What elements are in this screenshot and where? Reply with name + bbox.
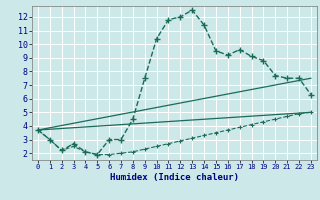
- X-axis label: Humidex (Indice chaleur): Humidex (Indice chaleur): [110, 173, 239, 182]
